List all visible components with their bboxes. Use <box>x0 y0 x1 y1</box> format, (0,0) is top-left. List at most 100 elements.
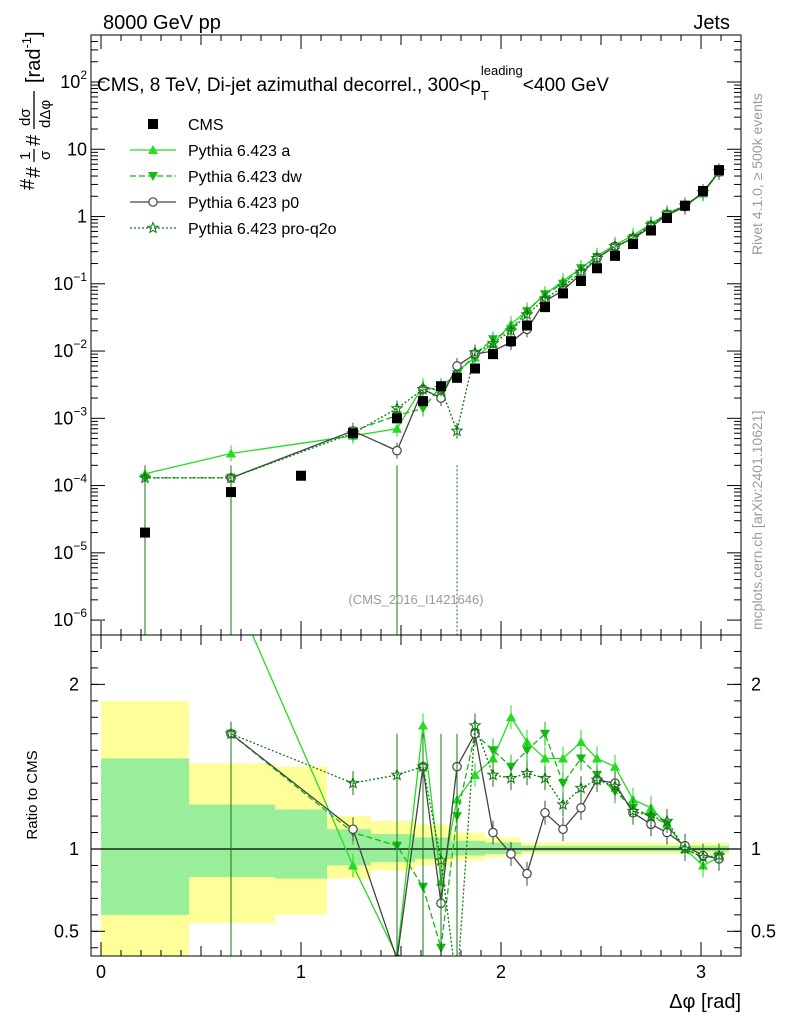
point-p0 <box>392 445 402 456</box>
x-tick-label: 3 <box>696 962 706 982</box>
point-a <box>226 448 236 458</box>
point-cms <box>698 185 708 196</box>
ratio-point-dw <box>576 754 586 764</box>
point-a <box>392 423 402 433</box>
y-tick-label: 10−5 <box>53 539 87 563</box>
ratio-point-p0 <box>558 824 568 835</box>
point-cms <box>488 349 498 360</box>
ratio-axes: 0 1 2 3 0.5 0.5 1 1 2 2 <box>54 635 776 982</box>
ratio-frame <box>90 634 742 957</box>
y-tick-label: 10 <box>67 139 87 159</box>
point-cms <box>470 363 480 374</box>
ratio-point-proq2o <box>504 771 518 784</box>
ratio-y-tick-label-right: 2 <box>751 674 761 694</box>
ratio-point-proq2o <box>486 767 500 781</box>
rivet-label: Rivet 4.1.0, ≥ 500k events <box>749 93 765 255</box>
ratio-point-a <box>610 761 620 771</box>
y-tick-label: 10−6 <box>53 606 87 630</box>
ratio-point-a <box>506 712 516 722</box>
point-proq2o <box>590 251 604 264</box>
ylabel-frac2-den: dΔφ <box>37 100 54 128</box>
legend-label-cms: CMS <box>188 117 224 134</box>
ratio-line-dw <box>230 732 720 948</box>
y-tick-label: 10−2 <box>53 337 87 361</box>
legend-marker-proq2o <box>146 221 160 234</box>
point-cms <box>140 527 150 538</box>
y-tick-label: 102 <box>60 68 87 92</box>
point-cms <box>436 381 446 392</box>
ratio-point-proq2o <box>678 842 692 855</box>
ratio-point-proq2o <box>520 766 534 779</box>
ratio-panel: 0 1 2 3 0.5 0.5 1 1 2 2 Ratio to CMS Δφ [rad] <box>24 634 776 1013</box>
ratio-plot-area <box>91 635 741 992</box>
ratio-point-a <box>540 753 550 763</box>
ylabel-hash2: # <box>23 166 45 178</box>
point-cms <box>348 428 358 439</box>
title-pre: CMS, 8 TeV, Di-jet azimuthal decorrel., … <box>97 75 481 96</box>
title-sub: T <box>481 88 489 103</box>
legend-label-p0: Pythia 6.423 p0 <box>188 195 299 212</box>
ratio-point-proq2o <box>556 797 570 811</box>
ratio-point-p0 <box>506 849 516 859</box>
ratio-point-proq2o <box>538 771 552 784</box>
point-cms <box>226 487 236 498</box>
ratio-point-proq2o <box>590 773 604 786</box>
ratio-point-p0 <box>348 824 358 835</box>
point-proq2o <box>486 336 500 349</box>
point-cms <box>714 165 724 176</box>
point-cms <box>610 250 620 261</box>
ratio-point-a <box>592 753 602 763</box>
ratio-point-a <box>348 860 358 870</box>
ylabel-hash1: # <box>17 178 39 190</box>
main-plot-area <box>138 163 726 635</box>
point-proq2o <box>520 307 534 321</box>
ratio-point-proq2o <box>468 718 482 732</box>
series-line-dw <box>145 170 720 479</box>
legend-label-dw: Pythia 6.423 dw <box>188 169 302 186</box>
band-green <box>485 842 521 854</box>
point-cms <box>628 239 638 250</box>
point-cms <box>522 320 532 331</box>
point-cms <box>662 213 672 224</box>
ratio-point-proq2o <box>452 982 462 992</box>
ylabel-frac1-den: σ <box>37 150 54 160</box>
ratio-y-tick-label: 0.5 <box>54 921 79 941</box>
ratio-point-proq2o <box>608 779 622 793</box>
ylabel-group: #1 σ # dσ dΔφ [rad-1] <box>17 31 54 178</box>
legend-label-a: Pythia 6.423 a <box>188 143 290 160</box>
ratio-point-dw <box>558 779 568 789</box>
point-proq2o <box>468 345 482 359</box>
point-cms <box>452 372 462 383</box>
ratio-point-proq2o <box>626 804 640 817</box>
series-line-p0 <box>230 171 720 479</box>
ratio-point-proq2o <box>346 776 360 789</box>
x-tick-label: 1 <box>296 962 306 982</box>
main-ylabel: # <box>17 178 39 190</box>
ratio-point-a <box>418 720 428 730</box>
legend-marker-p0 <box>148 197 158 207</box>
y-tick-label: 10−3 <box>53 404 87 428</box>
point-cms <box>592 263 602 274</box>
point-dw <box>418 404 428 414</box>
legend-marker-cms <box>148 119 158 129</box>
ratio-y-tick-label-right: 1 <box>751 839 761 859</box>
ratio-point-dw <box>540 729 550 739</box>
point-cms <box>576 276 586 287</box>
ratio-point-dw <box>488 746 498 756</box>
point-cms <box>506 336 516 347</box>
x-tick-label: 0 <box>96 962 106 982</box>
ratio-y-tick-label: 1 <box>69 839 79 859</box>
point-cms <box>392 413 402 424</box>
ylabel-fraction: #1 σ # dσ dΔφ [rad-1] <box>17 31 54 178</box>
main-title: CMS, 8 TeV, Di-jet azimuthal decorrel., … <box>97 63 609 103</box>
legend: CMS Pythia 6.423 a Pythia 6.423 dw Pythia 6… <box>130 117 337 238</box>
ratio-y-tick-label-right: 0.5 <box>751 921 776 941</box>
band-green <box>327 829 371 866</box>
ratio-point-p0 <box>576 803 586 813</box>
band-green <box>275 809 327 879</box>
point-cms <box>418 396 428 407</box>
band-green <box>101 758 189 915</box>
band-green <box>189 804 275 877</box>
title-post: <400 GeV <box>523 75 609 96</box>
